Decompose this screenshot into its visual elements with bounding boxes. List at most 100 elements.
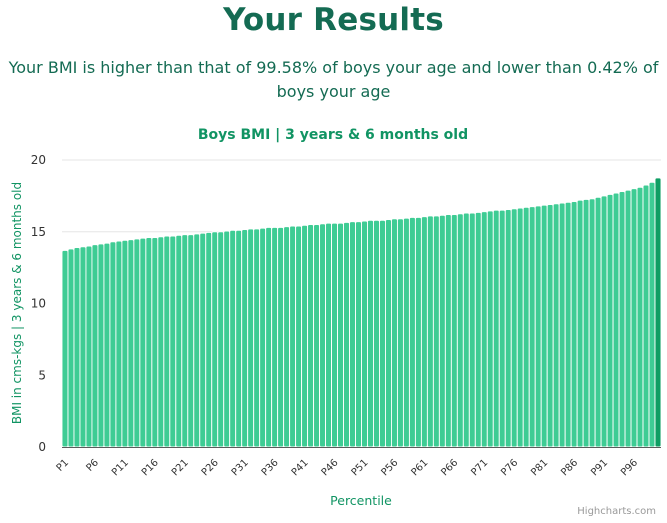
bar[interactable] [103,242,111,448]
bar[interactable] [414,216,422,448]
bar[interactable] [229,229,237,448]
bar[interactable] [343,221,350,448]
bar[interactable] [612,192,620,448]
bar[interactable] [600,195,608,448]
bar[interactable] [540,204,548,448]
bar-highlighted[interactable] [654,177,662,448]
bar[interactable] [241,229,249,448]
bar[interactable] [217,231,225,448]
bar[interactable] [594,196,602,448]
bar[interactable] [337,222,344,448]
bar[interactable] [121,239,129,448]
bar[interactable] [528,206,536,448]
bar[interactable] [361,220,368,448]
bar[interactable] [444,214,452,448]
bar[interactable] [271,226,279,448]
bar-series[interactable] [61,177,662,448]
bar[interactable] [313,224,321,448]
bar[interactable] [181,234,189,448]
bar[interactable] [516,207,524,448]
bar[interactable] [247,228,255,448]
bar[interactable] [169,235,177,448]
bar[interactable] [420,216,428,448]
bar[interactable] [468,212,476,448]
bar[interactable] [289,225,297,448]
bar[interactable] [133,238,141,448]
bar[interactable] [504,209,512,448]
bar[interactable] [145,237,153,448]
bar[interactable] [462,212,470,448]
bar[interactable] [576,199,584,448]
bar[interactable] [223,230,231,448]
bar[interactable] [367,219,374,448]
bar[interactable] [498,209,506,448]
bar[interactable] [450,214,458,448]
bar[interactable] [546,204,554,448]
bar[interactable] [624,189,632,448]
bar[interactable] [235,229,243,448]
bar[interactable] [492,209,500,448]
bar[interactable] [187,234,195,448]
bar[interactable] [295,225,303,448]
bar[interactable] [426,215,434,448]
bar[interactable] [486,210,494,448]
bar[interactable] [151,237,159,448]
bar[interactable] [265,226,273,448]
bar[interactable] [163,235,171,448]
bar[interactable] [79,246,87,448]
bar[interactable] [510,208,518,448]
bar[interactable] [570,201,578,448]
bar[interactable] [630,188,638,448]
bar[interactable] [564,201,572,448]
bar[interactable] [301,224,309,448]
bar[interactable] [259,227,267,448]
bar[interactable] [349,221,356,448]
bar[interactable] [139,237,147,448]
bar[interactable] [91,244,99,448]
bar[interactable] [85,245,93,448]
bar[interactable] [522,206,530,448]
bar[interactable] [307,224,315,448]
bar[interactable] [408,216,416,448]
bar[interactable] [636,186,644,448]
bar[interactable] [642,184,650,448]
bar[interactable] [61,249,69,448]
bar[interactable] [373,219,380,448]
bar[interactable] [648,181,656,448]
bar[interactable] [558,202,566,448]
bar[interactable] [211,231,219,448]
bar[interactable] [552,203,560,448]
bar[interactable] [391,218,398,448]
bar[interactable] [73,247,81,448]
bar[interactable] [127,239,135,448]
bar[interactable] [456,213,464,448]
bar[interactable] [432,215,440,448]
bar[interactable] [618,191,626,448]
bar[interactable] [534,205,542,448]
credits-link[interactable]: Highcharts.com [577,506,656,517]
bar[interactable] [325,222,332,448]
bar[interactable] [606,193,614,448]
bar[interactable] [199,232,207,448]
bar[interactable] [97,243,105,448]
bar[interactable] [109,241,117,448]
bar[interactable] [582,199,590,448]
bar[interactable] [385,219,392,448]
bar[interactable] [438,214,446,448]
bar[interactable] [379,219,386,448]
bar[interactable] [67,248,75,448]
bar[interactable] [402,217,410,448]
bar[interactable] [277,226,285,448]
bar[interactable] [253,228,261,448]
bar[interactable] [331,222,338,448]
bar[interactable] [205,232,213,448]
bar[interactable] [157,236,165,448]
bar[interactable] [283,226,291,448]
bar[interactable] [588,198,596,448]
bar[interactable] [480,211,488,448]
bar[interactable] [474,211,482,448]
bar[interactable] [355,221,362,448]
bar[interactable] [115,240,123,448]
bar[interactable] [193,233,201,448]
bar[interactable] [396,218,404,448]
